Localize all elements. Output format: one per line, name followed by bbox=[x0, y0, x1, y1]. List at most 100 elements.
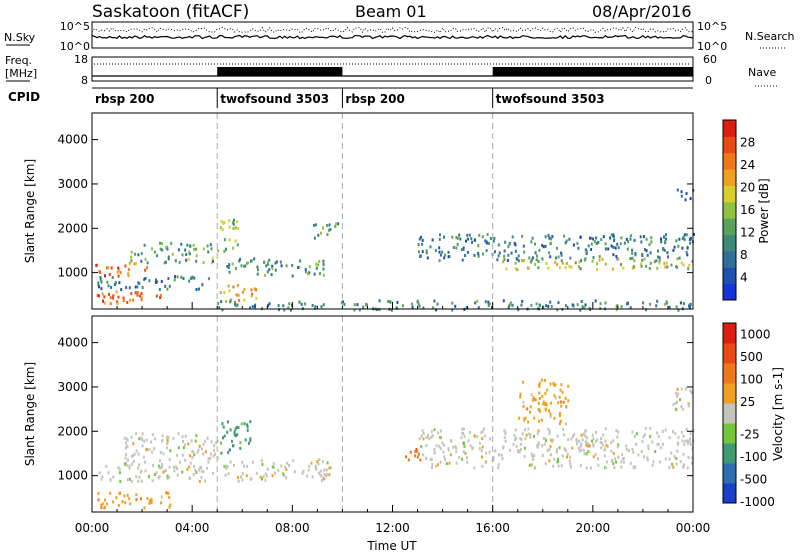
data-cell bbox=[561, 454, 564, 458]
data-cell bbox=[578, 260, 581, 264]
data-cell bbox=[589, 466, 592, 470]
data-cell bbox=[502, 446, 505, 450]
data-cell bbox=[529, 410, 531, 414]
data-cell bbox=[569, 256, 572, 260]
data-cell bbox=[135, 432, 138, 436]
data-cell bbox=[313, 236, 316, 240]
data-cell bbox=[678, 237, 681, 241]
data-cell bbox=[115, 290, 118, 294]
data-cell bbox=[647, 444, 650, 448]
data-cell bbox=[583, 452, 586, 456]
data-cell bbox=[530, 452, 533, 456]
data-cell bbox=[603, 448, 606, 452]
data-cell bbox=[319, 469, 322, 473]
data-cell bbox=[208, 277, 210, 281]
data-cell bbox=[249, 306, 252, 310]
freq-tick-bottom: 8 bbox=[81, 74, 88, 87]
data-cell bbox=[654, 260, 656, 264]
data-cell bbox=[483, 427, 485, 431]
data-cell bbox=[555, 450, 558, 454]
data-cell bbox=[596, 268, 599, 271]
data-cell bbox=[166, 435, 168, 439]
data-cell bbox=[173, 469, 176, 473]
data-cell bbox=[421, 242, 423, 246]
data-cell bbox=[521, 299, 524, 303]
data-cell bbox=[543, 378, 546, 382]
data-cell bbox=[116, 270, 119, 274]
data-cell bbox=[615, 304, 618, 308]
data-cell bbox=[663, 261, 666, 265]
data-cell bbox=[322, 259, 325, 263]
data-cell bbox=[512, 442, 515, 446]
data-cell bbox=[143, 439, 146, 443]
data-cell bbox=[291, 264, 294, 267]
data-cell bbox=[195, 259, 198, 263]
data-cell bbox=[520, 437, 523, 441]
data-cell bbox=[538, 248, 541, 252]
xaxis-label: Time UT bbox=[366, 539, 417, 553]
data-cell bbox=[227, 266, 230, 270]
data-cell bbox=[461, 258, 464, 262]
data-cell bbox=[107, 266, 110, 269]
data-cell bbox=[432, 306, 435, 310]
data-cell bbox=[434, 248, 437, 252]
freq-tick-top: 18 bbox=[74, 53, 88, 66]
data-cell bbox=[229, 428, 232, 432]
cpid-segment-label: rbsp 200 bbox=[345, 92, 404, 106]
data-cell bbox=[181, 435, 184, 439]
data-cell bbox=[244, 438, 247, 442]
data-cell bbox=[585, 251, 588, 255]
data-cell bbox=[267, 260, 269, 264]
data-cell bbox=[617, 443, 620, 447]
data-cell bbox=[668, 466, 671, 470]
data-cell bbox=[220, 220, 223, 223]
data-cell bbox=[223, 249, 226, 253]
data-cell bbox=[688, 305, 691, 309]
data-cell bbox=[646, 253, 649, 257]
data-cell bbox=[241, 472, 244, 476]
data-cell bbox=[552, 381, 555, 385]
data-cell bbox=[140, 296, 143, 300]
data-cell bbox=[161, 434, 164, 438]
data-cell bbox=[139, 294, 142, 298]
data-cell bbox=[485, 241, 488, 245]
data-cell bbox=[480, 449, 483, 453]
data-cell bbox=[169, 503, 172, 507]
data-cell bbox=[597, 463, 600, 467]
data-cell bbox=[459, 237, 462, 241]
colorbar-swatch bbox=[723, 120, 736, 137]
data-cell bbox=[664, 265, 667, 269]
data-cell bbox=[111, 276, 114, 279]
data-cell bbox=[144, 268, 147, 272]
data-cell bbox=[564, 304, 567, 308]
data-cell bbox=[179, 460, 181, 464]
data-cell bbox=[222, 436, 224, 440]
data-cell bbox=[298, 300, 301, 304]
data-cell bbox=[559, 419, 562, 423]
data-cell bbox=[564, 241, 567, 245]
data-cell bbox=[693, 232, 695, 236]
data-cell bbox=[567, 399, 570, 403]
data-cell bbox=[305, 270, 307, 274]
data-cell bbox=[136, 291, 139, 294]
data-cell bbox=[560, 253, 563, 257]
colorbar-tick-label: 12 bbox=[740, 226, 755, 240]
data-cell bbox=[153, 250, 156, 254]
data-cell bbox=[566, 452, 569, 456]
data-cell bbox=[441, 441, 444, 445]
data-cell bbox=[648, 243, 651, 247]
data-cell bbox=[474, 301, 477, 305]
data-cell bbox=[323, 477, 326, 481]
data-cell bbox=[649, 426, 652, 430]
data-cell bbox=[236, 303, 239, 307]
data-cell bbox=[556, 246, 558, 250]
data-cell bbox=[105, 464, 108, 468]
data-cell bbox=[600, 446, 603, 450]
colorbar-swatch bbox=[723, 463, 736, 484]
data-cell bbox=[450, 439, 453, 443]
data-cell bbox=[204, 439, 207, 443]
data-cell bbox=[150, 500, 153, 503]
data-cell bbox=[122, 296, 125, 300]
data-cell bbox=[558, 414, 561, 418]
data-cell bbox=[176, 275, 179, 279]
